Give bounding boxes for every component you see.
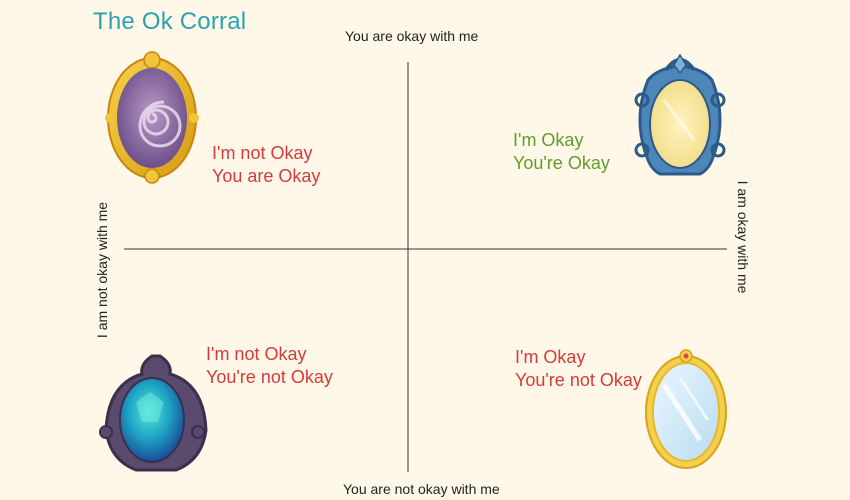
quadrant-bottom-left-label: I'm not Okay You're not Okay [206, 343, 333, 389]
quadrant-top-left-line2: You are Okay [212, 166, 321, 186]
quadrant-bottom-right-line1: I'm Okay [515, 347, 586, 367]
quadrant-top-right-label: I'm Okay You're Okay [513, 129, 610, 175]
quadrant-bottom-left-line2: You're not Okay [206, 367, 333, 387]
dark-teal-mirror-icon [99, 354, 208, 472]
quadrant-top-right-line1: I'm Okay [513, 130, 584, 150]
axis-label-left: I am not okay with me [94, 201, 110, 339]
quadrant-top-right-line2: You're Okay [513, 153, 610, 173]
diagram-title: The Ok Corral [93, 8, 247, 35]
quadrant-top-left-line1: I'm not Okay [212, 143, 313, 163]
axis-label-right: I am okay with me [735, 180, 751, 294]
quadrant-bottom-right-label: I'm Okay You're not Okay [515, 346, 642, 392]
quadrant-bottom-right-line2: You're not Okay [515, 370, 642, 390]
purple-swirl-mirror-icon [105, 51, 199, 184]
blue-ornate-mirror-icon [634, 53, 726, 176]
axis-label-bottom: You are not okay with me [343, 481, 500, 497]
light-blue-mirror-icon [645, 349, 727, 469]
quadrant-top-left-label: I'm not Okay You are Okay [212, 142, 320, 188]
quadrant-bottom-left-line1: I'm not Okay [206, 344, 307, 364]
axis-label-top: You are okay with me [345, 28, 479, 44]
